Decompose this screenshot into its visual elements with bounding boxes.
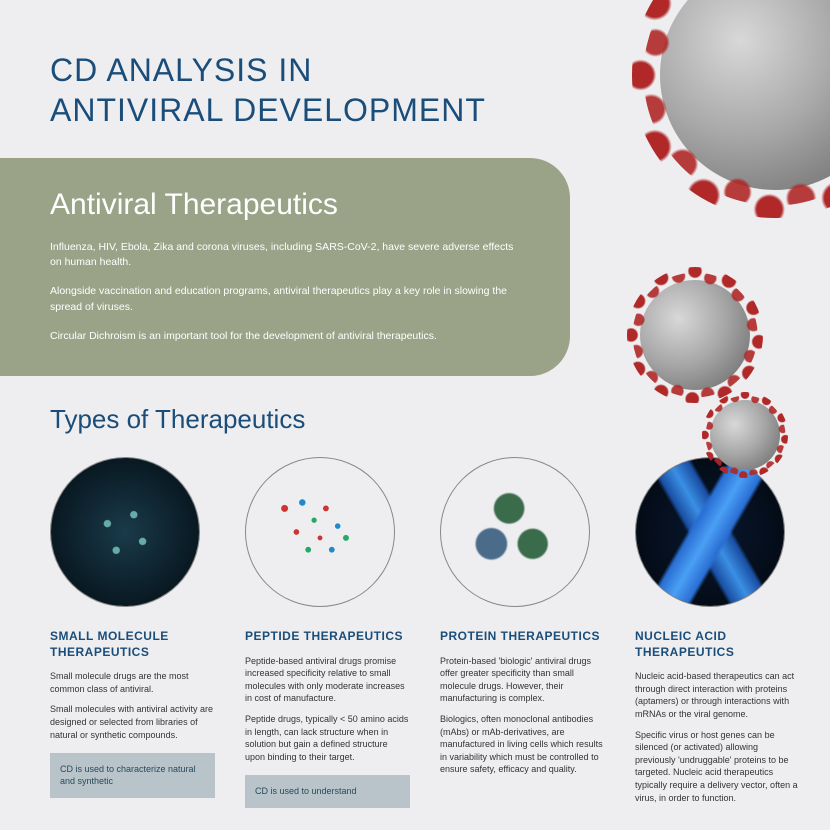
intro-p3: Circular Dichroism is an important tool … (50, 329, 520, 344)
card-p1: Nucleic acid-based therapeutics can act … (635, 670, 800, 720)
card-title: SMALL MOLECULE THERAPEUTICS (50, 629, 215, 660)
page-title: CD ANALYSIS IN ANTIVIRAL DEVELOPMENT (0, 0, 540, 130)
title-line-2: ANTIVIRAL DEVELOPMENT (50, 92, 486, 128)
card-p2: Specific virus or host genes can be sile… (635, 729, 800, 805)
card-title: PROTEIN THERAPEUTICS (440, 629, 605, 645)
card-p1: Small molecule drugs are the most common… (50, 670, 215, 695)
card-p1: Peptide-based antiviral drugs promise in… (245, 655, 410, 705)
virus-graphic-small (710, 400, 780, 470)
protein-image (440, 457, 590, 607)
card-small-molecule: SMALL MOLECULE THERAPEUTICS Small molecu… (50, 457, 215, 812)
card-title: PEPTIDE THERAPEUTICS (245, 629, 410, 645)
card-callout: CD is used to understand (245, 775, 410, 807)
intro-panel: Antiviral Therapeutics Influenza, HIV, E… (0, 158, 570, 376)
card-p2: Biologics, often monoclonal antibodies (… (440, 713, 605, 776)
therapeutic-cards: SMALL MOLECULE THERAPEUTICS Small molecu… (0, 435, 830, 812)
card-p2: Small molecules with antiviral activity … (50, 703, 215, 741)
intro-p2: Alongside vaccination and education prog… (50, 284, 520, 314)
card-title: NUCLEIC ACID THERAPEUTICS (635, 629, 800, 660)
card-protein: PROTEIN THERAPEUTICS Protein-based 'biol… (440, 457, 605, 812)
peptide-image (245, 457, 395, 607)
virus-graphic-large (660, 0, 830, 190)
card-callout: CD is used to characterize natural and s… (50, 753, 215, 797)
nucleic-acid-image (635, 457, 785, 607)
card-nucleic-acid: NUCLEIC ACID THERAPEUTICS Nucleic acid-b… (635, 457, 800, 812)
card-p1: Protein-based 'biologic' antiviral drugs… (440, 655, 605, 705)
card-p2: Peptide drugs, typically < 50 amino acid… (245, 713, 410, 763)
virus-graphic-medium (640, 280, 750, 390)
small-molecule-image (50, 457, 200, 607)
intro-p1: Influenza, HIV, Ebola, Zika and corona v… (50, 240, 520, 270)
card-peptide: PEPTIDE THERAPEUTICS Peptide-based antiv… (245, 457, 410, 812)
intro-heading: Antiviral Therapeutics (50, 188, 530, 222)
title-line-1: CD ANALYSIS IN (50, 52, 312, 88)
